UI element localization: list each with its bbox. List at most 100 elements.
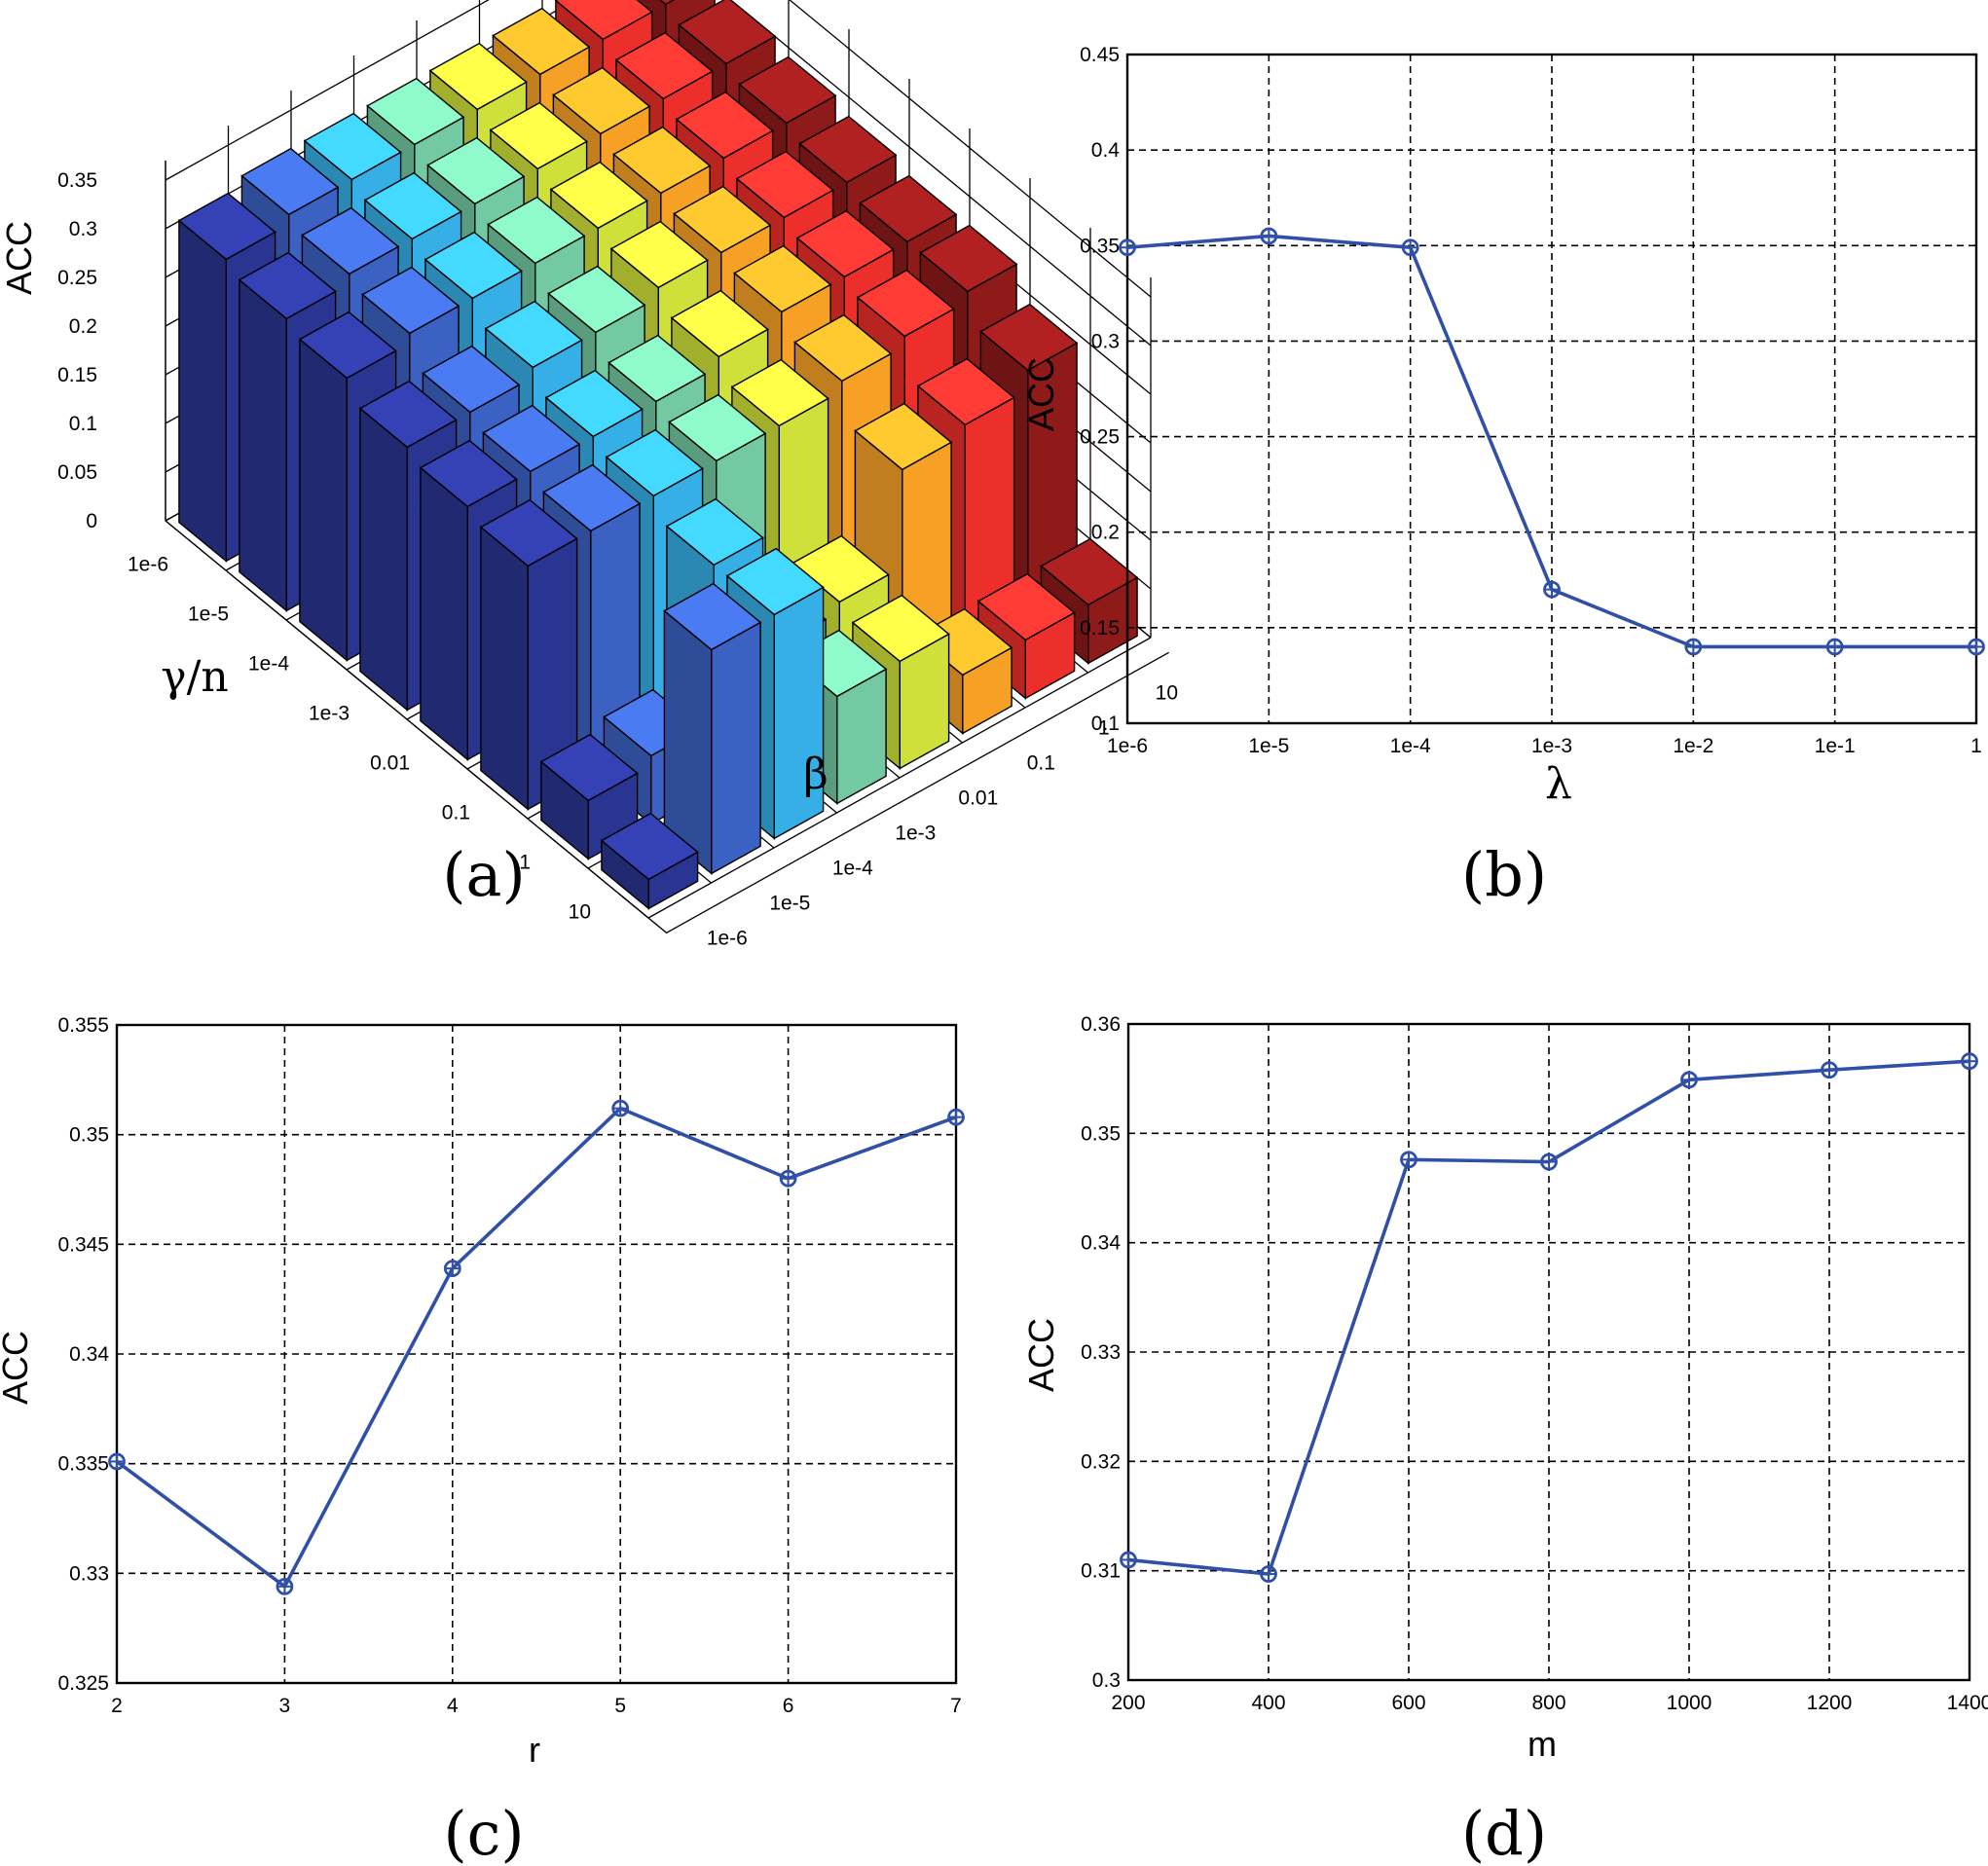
y-tick-label: 0.25 (1080, 426, 1120, 449)
data-point-marker (1401, 238, 1419, 257)
x-tick-label: 1000 (1667, 1692, 1712, 1714)
panel-d-line-chart: 0.3 0.31 0.32 0.33 0.34 0.35 0.36 200 400 600 800 1… (1021, 1013, 1988, 1866)
data-point-marker (1825, 638, 1844, 656)
z-tick-label: 0.05 (57, 461, 97, 484)
panel-a-caption: (a) (442, 839, 525, 910)
panel-b-line-chart: 0.1 0.15 0.2 0.25 0.3 0.35 0.4 0.45 1e-6 1e-5 1e-4… (1021, 44, 1985, 910)
panel-b-x-axis-label: λ (1545, 759, 1572, 809)
plot-frame (1126, 1022, 1971, 1682)
data-point-marker (947, 1108, 965, 1126)
y-tick-label: 0.32 (1081, 1450, 1121, 1473)
panel-c-plot-area: 0.325 0.33 0.335 0.34 0.345 0.35 0.355 2 3 4 5 6 7 (57, 1014, 965, 1717)
panel-b-plot-area: 0.1 0.15 0.2 0.25 0.3 0.35 0.4 0.45 1e-6 1e-5 1e-4… (1080, 44, 1985, 757)
x-tick-label: 1e-2 (1673, 735, 1713, 757)
data-point-marker (1400, 1151, 1417, 1169)
x-tick-label: 1e-1 (1815, 735, 1856, 757)
x-tick-label: 6 (783, 1695, 794, 1717)
panel-b-y-axis-label: ACC (1021, 357, 1061, 431)
y-tick-label: 0.335 (57, 1453, 109, 1476)
data-point-marker (1680, 1071, 1698, 1089)
x-tick-label: 4 (447, 1695, 459, 1717)
y-tick-label: 0.2 (1091, 522, 1120, 544)
data-point-marker (1684, 638, 1703, 656)
gamma-tick-label: 1e-5 (188, 604, 229, 626)
x-tick-label: 1e-5 (1248, 735, 1289, 757)
y-tick-label: 0.34 (69, 1343, 109, 1366)
plot-frame (115, 1023, 958, 1685)
data-point-marker (779, 1169, 797, 1188)
panel-d-plot-area: 0.3 0.31 0.32 0.33 0.34 0.35 0.36 200 400 600 800 1… (1081, 1013, 1988, 1714)
x-tick-label: 600 (1391, 1692, 1425, 1714)
y-tick-label: 0.36 (1081, 1013, 1121, 1036)
x-tick-label: 2 (111, 1695, 123, 1717)
bar-3d (663, 582, 762, 875)
gamma-tick-label: 10 (569, 901, 591, 924)
y-tick-label: 0.35 (1081, 1122, 1121, 1145)
beta-tick-label: 1e-4 (832, 857, 873, 879)
gamma-tick-label: 1e-3 (309, 703, 350, 725)
data-point-marker (1968, 638, 1985, 656)
x-tick-label: 3 (279, 1695, 291, 1717)
data-point-marker (1120, 1551, 1137, 1569)
panel-a-gamma-axis-label: γ/n (161, 652, 228, 702)
y-tick-label: 0.45 (1080, 44, 1120, 66)
x-tick-label: 1e-3 (1531, 735, 1572, 757)
panel-c-y-axis-label: ACC (0, 1331, 35, 1405)
panel-b-caption: (b) (1461, 839, 1547, 910)
x-tick-label: 800 (1531, 1692, 1565, 1714)
x-tick-label: 7 (950, 1695, 962, 1717)
y-tick-label: 0.355 (57, 1014, 109, 1037)
x-tick-label: 1200 (1807, 1692, 1853, 1714)
y-tick-label: 0.33 (1081, 1341, 1121, 1364)
x-tick-label: 1400 (1947, 1692, 1988, 1714)
y-tick-label: 0.3 (1091, 330, 1120, 352)
y-tick-label: 0.31 (1081, 1560, 1121, 1583)
x-tick-label: 200 (1111, 1692, 1145, 1714)
beta-tick-label: 1e-5 (769, 892, 810, 914)
panel-d-x-axis-label: m (1528, 1724, 1557, 1764)
y-tick-label: 0.325 (57, 1672, 109, 1695)
data-point-marker (443, 1260, 461, 1278)
panel-a-beta-axis-label: β (803, 750, 828, 799)
z-tick-label: 0.25 (57, 267, 97, 289)
panel-c-x-axis-label: r (529, 1730, 540, 1770)
series-line (115, 1106, 957, 1590)
gamma-tick-label: 1e-4 (248, 653, 289, 676)
gamma-tick-label: 0.01 (370, 752, 410, 775)
data-point-marker (1260, 1565, 1277, 1583)
data-point-marker (1961, 1052, 1978, 1071)
y-tick-label: 0.15 (1080, 617, 1120, 640)
beta-tick-label: 1e-6 (707, 927, 748, 949)
data-point-marker (1540, 1153, 1558, 1171)
z-tick-label: 0.2 (69, 315, 97, 338)
gamma-tick-label: 1e-6 (128, 554, 168, 576)
y-tick-label: 0.34 (1081, 1232, 1121, 1255)
y-tick-label: 0.4 (1091, 139, 1121, 162)
beta-tick-label: 10 (1156, 681, 1178, 704)
panel-c-line-chart: 0.325 0.33 0.335 0.34 0.345 0.35 0.355 2 3 4 5 6 7 A… (0, 1014, 965, 1866)
beta-tick-label: 0.1 (1027, 751, 1055, 774)
data-point-marker (1119, 238, 1136, 257)
panel-a-tick-labels: 0 0.05 0.1 0.15 0.2 0.25 0.3 0.35 1e-6 1e-5 1e-4 1e… (57, 169, 1178, 949)
x-tick-label: 1e-4 (1390, 735, 1431, 757)
x-tick-label: 5 (614, 1695, 626, 1717)
x-tick-label: 1e-6 (1107, 735, 1148, 757)
beta-tick-label: 0.01 (958, 787, 998, 809)
z-tick-label: 0.1 (69, 413, 97, 435)
y-tick-label: 0.1 (1091, 713, 1120, 735)
gamma-tick-label: 1 (519, 852, 531, 874)
y-tick-label: 0.35 (1080, 235, 1120, 257)
data-point-marker (611, 1099, 630, 1117)
data-point-marker (276, 1577, 294, 1595)
data-point-marker (108, 1452, 126, 1471)
x-tick-label: 400 (1251, 1692, 1285, 1714)
panel-d-caption: (d) (1461, 1798, 1547, 1866)
data-point-marker (1260, 227, 1278, 245)
x-tick-label: 1 (1970, 735, 1982, 757)
gamma-tick-label: 0.1 (442, 802, 470, 824)
bar-3d (600, 812, 699, 910)
beta-tick-label: 1 (1098, 716, 1110, 739)
y-tick-label: 0.345 (57, 1233, 109, 1256)
plot-frame (1125, 53, 1978, 725)
data-point-marker (1821, 1061, 1838, 1079)
